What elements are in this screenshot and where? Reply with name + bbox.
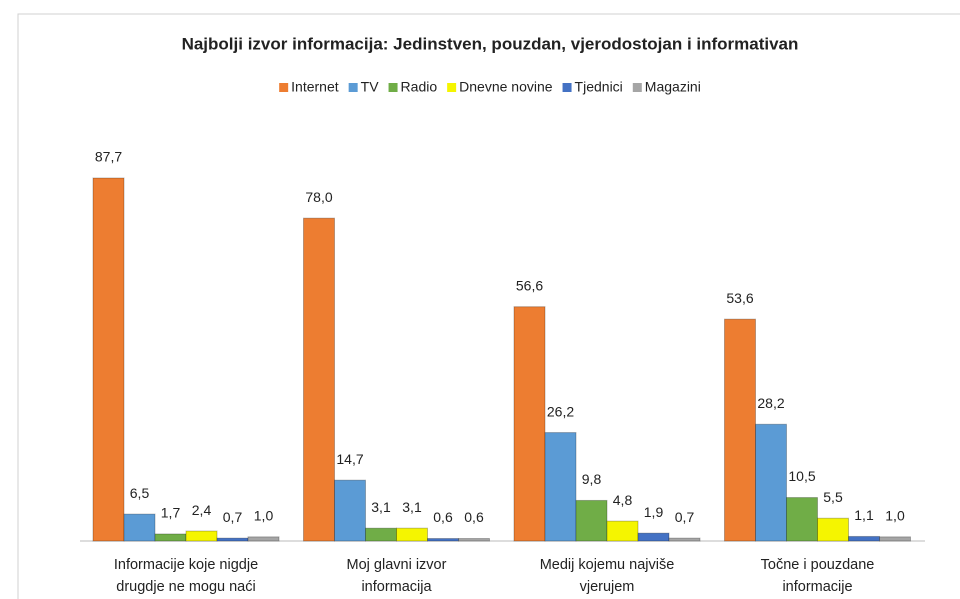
value-label: 3,1 [371,499,391,515]
bar [668,537,701,542]
value-label: 4,8 [613,492,633,508]
value-label: 1,1 [854,507,874,523]
bar [247,536,280,542]
bar [396,527,428,542]
bar [303,217,335,542]
value-label: 0,6 [433,509,453,525]
x-tick-label: informacija [361,579,432,595]
legend-label: Tjednici [575,79,623,95]
value-label: 1,9 [644,504,664,520]
bar [123,513,156,542]
bar [185,530,218,542]
legend-swatch [279,83,289,92]
x-tick-label: Točne i pouzdane [761,557,875,573]
bar [334,479,366,542]
value-label: 9,8 [582,471,602,487]
value-label: 26,2 [547,403,574,419]
legend-swatch [632,83,642,92]
legend-label: Internet [291,79,339,95]
value-label: 6,5 [130,485,150,501]
value-label: 14,7 [336,451,363,467]
bar [755,423,787,542]
bar [637,532,670,542]
x-tick-label: Medij kojemu najviše [540,557,675,573]
value-label: 5,5 [823,489,843,505]
value-label: 0,7 [675,509,695,525]
value-label: 1,0 [885,508,905,524]
value-label: 2,4 [192,502,212,518]
x-tick-label: Informacije koje nigdje [114,557,258,573]
x-tick-label: vjerujem [580,579,635,595]
bar [544,432,577,542]
legend-label: Radio [401,79,438,95]
value-label: 0,6 [464,509,484,525]
bar [513,306,546,542]
chart-frame [17,13,960,599]
value-label: 3,1 [402,499,422,515]
value-label: 0,7 [223,509,243,525]
x-tick-label: Moj glavni izvor [347,557,447,573]
bar [848,535,880,542]
x-tick-label: drugdje ne mogu naći [116,579,255,595]
bar [606,520,639,542]
legend-label: Dnevne novine [459,79,553,95]
bar [365,527,397,542]
value-label: 10,5 [788,468,815,484]
value-label: 56,6 [516,277,543,293]
bar [154,533,187,542]
value-label: 87,7 [95,149,122,165]
value-label: 28,2 [757,395,784,411]
legend-label: Magazini [645,79,701,95]
bar [575,499,608,542]
legend-swatch [562,83,572,92]
legend-label: TV [361,79,380,95]
bar [786,497,818,542]
legend-swatch [388,83,398,92]
legend-swatch [348,83,358,92]
bar [216,537,249,542]
bar [817,517,849,542]
bar [458,538,490,542]
legend-swatch [447,83,457,92]
value-label: 78,0 [305,189,332,205]
bar [724,318,756,542]
x-tick-label: informacije [782,579,852,595]
bar [427,538,459,542]
value-label: 53,6 [726,290,753,306]
bar [879,536,911,542]
value-label: 1,7 [161,505,181,521]
chart-title: Najbolji izvor informacija: Jedinstven, … [182,34,799,53]
bar [92,177,125,542]
value-label: 1,0 [254,508,274,524]
